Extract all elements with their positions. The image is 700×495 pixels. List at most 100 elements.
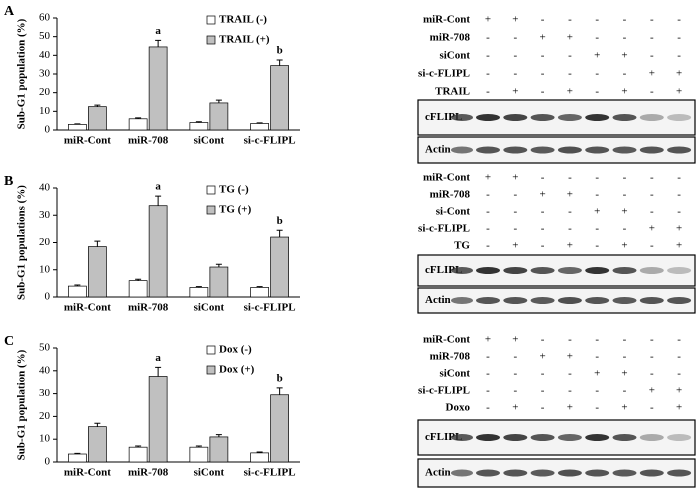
row-label: miR-708 [430,32,471,44]
band [503,434,528,441]
sign: + [539,351,545,363]
row-label: siCont [439,50,470,62]
band [585,114,610,121]
band [530,146,555,154]
sign: + [567,402,573,414]
sign: + [621,86,627,98]
sign: + [539,189,545,201]
band [503,469,528,477]
sign: - [513,189,517,201]
sign: + [621,206,627,218]
panel-label: C [4,334,14,349]
y-tick-label: 0 [45,456,51,468]
x-tick-label: miR-Cont [64,302,111,314]
panel-label: B [4,174,13,189]
bar [148,46,168,131]
annotation: b [277,45,283,57]
sign: - [486,368,490,380]
band [451,114,473,121]
sign: - [650,334,654,346]
sign: - [650,351,654,363]
band [639,114,664,121]
error-bar [74,123,81,125]
band [667,469,692,477]
bar [250,123,269,131]
sign: + [512,334,518,346]
y-tick-label: 30 [39,209,51,221]
legend-label: TG (+) [219,204,252,216]
x-tick-label: miR-708 [128,135,169,147]
bar [250,287,269,298]
bar [148,376,168,463]
row-label: si-c-FLIPL [418,68,470,80]
y-tick-label: 0 [45,291,51,303]
error-bar [155,195,162,206]
band [530,297,555,304]
band [503,297,528,304]
error-bar [94,422,101,427]
band [557,146,582,154]
sign: - [513,50,517,62]
sign: + [512,402,518,414]
band [639,434,664,441]
band-label: Actin [425,467,451,479]
sign: - [623,189,627,201]
y-tick-label: 30 [39,387,51,399]
sign: + [621,368,627,380]
y-tick-label: 40 [39,49,51,61]
bar [128,446,148,463]
sign: - [486,86,490,98]
bar [189,446,209,463]
row-label: si-c-FLIPL [418,385,470,397]
sign: - [486,351,490,363]
band [476,267,500,274]
sign: - [486,50,490,62]
error-bar [276,229,283,238]
sign: + [676,68,682,80]
legend-swatch [206,15,216,25]
sign: - [486,68,490,80]
sign: - [650,14,654,26]
band [639,146,664,154]
y-tick-label: 20 [39,410,51,422]
sign: + [594,206,600,218]
annotation: b [277,215,283,227]
sign: - [650,172,654,184]
error-bar [135,278,142,281]
annotation: a [155,25,161,37]
sign: - [486,206,490,218]
row-label: miR-Cont [423,334,470,346]
bar [270,236,289,298]
row-label: si-c-FLIPL [418,223,470,235]
legend-swatch [206,35,216,45]
error-bar [195,286,202,288]
band [667,146,692,154]
band [639,469,664,477]
annotation: a [155,352,161,364]
sign: + [512,14,518,26]
sign: + [621,50,627,62]
band [530,114,555,121]
band [639,267,664,274]
y-tick-label: 40 [39,182,51,194]
sign: - [677,189,681,201]
error-bar [135,445,142,448]
sign: - [595,172,599,184]
band [476,469,500,477]
sign: - [486,223,490,235]
sign: + [621,402,627,414]
band [612,267,637,274]
row-label: Doxo [446,402,471,414]
sign: - [623,172,627,184]
band [503,267,528,274]
sign: - [541,334,545,346]
legend-label: Dox (-) [219,344,252,356]
sign: - [677,351,681,363]
sign: + [649,223,655,235]
sign: - [595,223,599,235]
sign: + [567,240,573,252]
x-tick-label: si-c-FLIPL [244,135,296,147]
band-label: cFLIPL [425,431,462,443]
band [476,297,500,304]
error-bar [276,387,283,395]
